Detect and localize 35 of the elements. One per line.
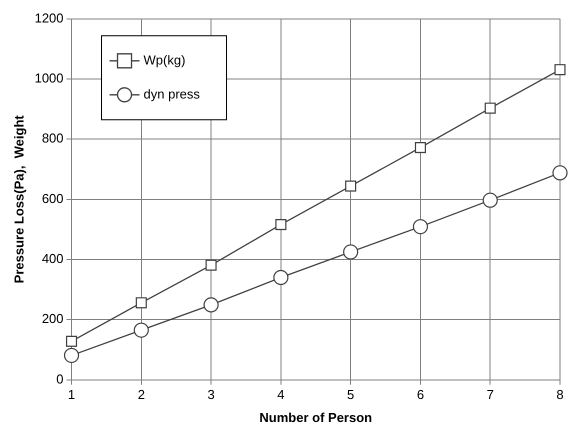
y-tick-label: 200 [42,311,64,326]
x-tick-label: 2 [138,387,145,402]
y-axis-title: Pressure Loss(Pa), Weight [11,114,26,284]
x-axis-title: Number of Person [259,410,372,425]
y-tick-label: 600 [42,190,64,206]
x-tick-label: 5 [347,387,354,402]
x-tick-label: 8 [556,387,564,402]
x-tick-label: 7 [486,387,494,402]
legend-label: dyn press [144,86,200,102]
point [412,219,428,234]
y-tick-label: 0 [56,371,64,386]
y-tick-label: 400 [42,251,64,266]
point [273,270,288,286]
y-tick-label: 800 [42,130,64,146]
point [345,180,356,192]
point [414,142,426,154]
y-tick-label: 1000 [34,70,64,86]
y-tick-label: 1200 [34,10,64,26]
point [275,219,286,230]
point [203,297,219,312]
point [66,336,78,347]
point [206,260,217,271]
x-tick-label: 4 [277,387,284,402]
legend-label: Wp(kg) [144,52,186,68]
point [554,64,566,76]
point [134,322,149,338]
point [482,192,498,208]
x-tick-label: 6 [416,387,424,402]
point [343,244,358,260]
x-tick-label: 3 [207,387,215,402]
point [64,348,80,364]
point [484,102,496,114]
x-tick-label: 1 [68,387,76,402]
point [136,297,147,308]
point [552,165,568,180]
